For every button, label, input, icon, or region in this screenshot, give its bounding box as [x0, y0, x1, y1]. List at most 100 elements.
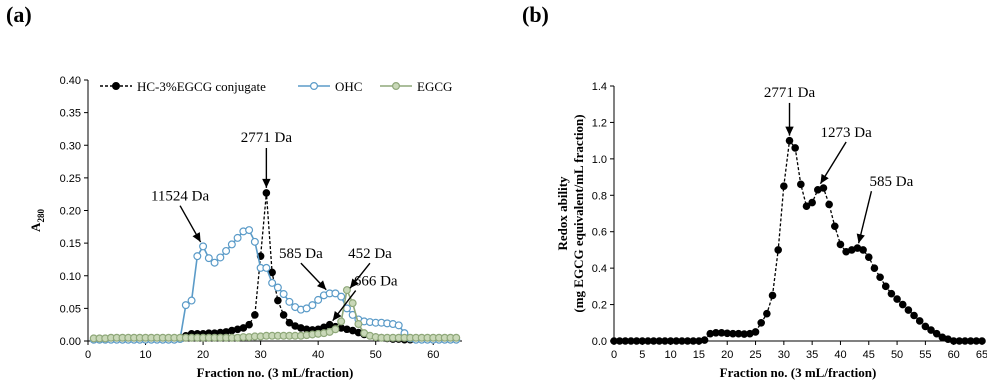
- y-tick-label: 0.25: [60, 173, 81, 185]
- annotation-arrow-head: [192, 232, 201, 243]
- x-axis-title: Fraction no. (3 mL/fraction): [197, 365, 354, 380]
- data-point-series-0: [830, 222, 839, 231]
- x-tick-label: 20: [197, 349, 209, 361]
- data-point-series-0: [904, 306, 913, 314]
- x-tick-label: 35: [806, 349, 818, 361]
- data-point-series-0: [876, 273, 884, 282]
- y-axis-title-line2: (mg EGCG equivalent/mL fraction): [571, 114, 586, 312]
- x-tick-label: 55: [919, 349, 931, 361]
- y-axis-title-subscript: 280: [36, 209, 46, 223]
- data-point-series-0: [774, 246, 782, 254]
- x-tick-label: 30: [254, 349, 266, 361]
- data-point-series-0: [285, 318, 294, 327]
- data-point-series-0: [791, 144, 799, 152]
- y-tick-label: 0.30: [60, 140, 81, 152]
- x-tick-label: 10: [139, 349, 151, 361]
- data-point-series-0: [239, 324, 248, 332]
- x-axis-title: Fraction no. (3 mL/fraction): [720, 365, 877, 380]
- data-point-series-0: [268, 268, 276, 277]
- data-point-series-1: [204, 254, 213, 263]
- y-tick-label: 0.35: [60, 108, 81, 120]
- data-point-series-1: [250, 237, 259, 246]
- series-line-0: [614, 138, 982, 342]
- data-point-series-0: [893, 295, 901, 303]
- data-point-series-0: [864, 253, 873, 262]
- data-point-series-0: [887, 289, 896, 298]
- data-point-series-1: [337, 292, 346, 301]
- data-point-series-0: [763, 309, 771, 318]
- annotation-label: 11524 Da: [151, 189, 210, 205]
- y-axis-title: A280: [28, 209, 46, 232]
- x-tick-label: 40: [312, 349, 324, 361]
- data-point-series-1: [285, 297, 294, 306]
- panel-label-a: (a): [6, 2, 32, 27]
- legend-marker-1: [310, 81, 319, 90]
- x-tick-label: 40: [834, 349, 846, 361]
- data-point-series-1: [279, 290, 288, 299]
- data-point-series-0: [921, 322, 930, 331]
- y-tick-label: 0.0: [592, 336, 607, 348]
- y-tick-label: 0.20: [60, 206, 81, 218]
- x-tick-label: 20: [721, 349, 733, 361]
- data-point-series-0: [757, 318, 766, 327]
- annotation-label: 585 Da: [870, 174, 914, 190]
- x-tick-label: 15: [693, 349, 705, 361]
- data-point-series-0: [700, 336, 709, 344]
- data-point-series-1: [181, 301, 190, 310]
- data-point-series-0: [808, 198, 816, 207]
- data-point-series-1: [268, 278, 277, 287]
- legend-marker-2: [392, 81, 401, 90]
- y-tick-label: 1.2: [592, 117, 607, 129]
- annotation-arrow-head: [820, 173, 829, 184]
- annotation-label: 452 Da: [348, 246, 392, 262]
- x-tick-label: 60: [948, 349, 960, 361]
- y-tick-label: 0.6: [592, 227, 607, 239]
- data-point-series-2: [452, 333, 461, 342]
- data-point-series-1: [233, 233, 242, 242]
- data-point-series-0: [245, 320, 253, 329]
- annotation-arrow-head: [856, 233, 865, 244]
- y-tick-label: 1.0: [592, 154, 607, 166]
- annotation-arrow-head: [332, 311, 342, 321]
- chart-a-absorbance: 0.00 0.05 0.10 0.15 0.20 0.25 0.30 0.35 0.40 0 10 2…: [28, 75, 462, 380]
- y-tick-label: 0.2: [592, 300, 607, 312]
- x-tick-label: 30: [778, 349, 790, 361]
- legend-label-2: EGCG: [417, 79, 452, 94]
- x-tick-label: 25: [749, 349, 761, 361]
- annotation-label: 2771 Da: [241, 130, 293, 146]
- data-point-series-0: [802, 202, 811, 211]
- data-point-series-0: [251, 311, 259, 319]
- data-point-series-0: [978, 337, 986, 345]
- data-point-series-2: [331, 325, 340, 334]
- x-tick-label: 5: [639, 349, 645, 361]
- data-point-series-0: [797, 180, 805, 189]
- y-tick-label: 1.4: [592, 81, 607, 93]
- data-point-series-0: [768, 291, 777, 300]
- data-point-series-0: [751, 328, 760, 336]
- data-point-series-0: [927, 326, 935, 334]
- x-tick-label: 65: [976, 349, 987, 361]
- x-tick-label: 0: [611, 349, 617, 361]
- annotation-label: 666 Da: [354, 274, 398, 290]
- data-point-series-1: [273, 283, 282, 292]
- data-point-series-0: [262, 189, 271, 197]
- panel-label-b: (b): [522, 2, 549, 27]
- y-tick-label: 0.15: [60, 238, 81, 250]
- data-point-series-1: [210, 258, 219, 267]
- data-point-series-0: [910, 311, 918, 320]
- data-point-series-0: [785, 136, 794, 145]
- data-point-series-0: [819, 184, 828, 192]
- x-tick-label: 50: [370, 349, 382, 361]
- annotation-label: 1273 Da: [820, 125, 872, 141]
- x-tick-label: 45: [863, 349, 875, 361]
- data-point-series-1: [314, 295, 323, 304]
- legend-marker-0: [111, 81, 120, 90]
- data-point-series-1: [227, 240, 236, 249]
- data-point-series-0: [915, 317, 924, 325]
- data-point-series-1: [216, 253, 225, 262]
- y-tick-label: 0.05: [60, 303, 81, 315]
- data-point-series-0: [825, 200, 833, 209]
- data-point-series-2: [337, 317, 346, 326]
- data-point-series-2: [354, 320, 363, 329]
